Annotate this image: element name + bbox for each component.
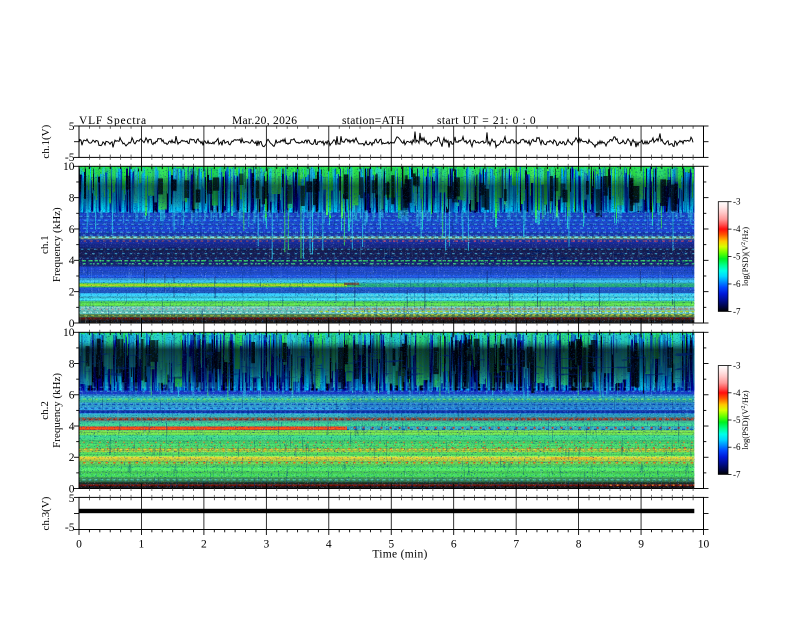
svg-text:-5: -5 xyxy=(733,252,741,262)
svg-text:10: 10 xyxy=(698,539,710,551)
svg-text:6: 6 xyxy=(69,390,75,402)
svg-text:-5: -5 xyxy=(65,152,75,164)
svg-text:Frequency (kHz): Frequency (kHz) xyxy=(51,207,63,282)
svg-text:-6: -6 xyxy=(733,442,741,452)
svg-text:-5: -5 xyxy=(733,415,741,425)
svg-text:8: 8 xyxy=(69,192,75,204)
svg-text:2: 2 xyxy=(69,287,75,299)
svg-text:-7: -7 xyxy=(733,306,741,316)
svg-text:ch.2: ch.2 xyxy=(39,401,51,420)
svg-text:8: 8 xyxy=(69,358,75,370)
svg-text:VLF Spectra: VLF Spectra xyxy=(79,115,147,127)
svg-text:5: 5 xyxy=(388,539,394,551)
svg-text:log(PSD)(V2/Hz): log(PSD)(V2/Hz) xyxy=(740,227,750,286)
svg-text:ch.1(V): ch.1(V) xyxy=(40,124,52,158)
svg-text:2: 2 xyxy=(69,452,75,464)
svg-text:-4: -4 xyxy=(733,388,741,398)
svg-text:0: 0 xyxy=(76,539,82,551)
svg-text:4: 4 xyxy=(69,421,75,433)
svg-text:log(PSD)(V2/Hz): log(PSD)(V2/Hz) xyxy=(740,390,750,449)
svg-text:-7: -7 xyxy=(733,469,741,479)
svg-text:1: 1 xyxy=(139,539,145,551)
svg-text:ch.1: ch.1 xyxy=(39,235,51,254)
svg-text:5: 5 xyxy=(69,121,75,133)
svg-text:-4: -4 xyxy=(733,224,741,234)
svg-text:2: 2 xyxy=(201,539,207,551)
svg-text:Mar.20, 2026: Mar.20, 2026 xyxy=(232,115,297,127)
svg-text:-3: -3 xyxy=(733,197,741,207)
svg-text:station=ATH: station=ATH xyxy=(342,115,405,127)
svg-text:7: 7 xyxy=(513,539,519,551)
svg-text:0: 0 xyxy=(69,318,75,330)
svg-text:-5: -5 xyxy=(65,522,75,534)
svg-text:Frequency (kHz): Frequency (kHz) xyxy=(51,373,63,448)
svg-text:8: 8 xyxy=(576,539,582,551)
svg-text:0: 0 xyxy=(69,483,75,495)
svg-text:5: 5 xyxy=(69,493,75,505)
svg-text:-3: -3 xyxy=(733,361,741,371)
svg-text:-6: -6 xyxy=(733,279,741,289)
svg-text:start UT = 21: 0 : 0: start UT = 21: 0 : 0 xyxy=(437,115,536,127)
svg-text:ch.3(V): ch.3(V) xyxy=(40,496,52,530)
svg-text:10: 10 xyxy=(63,327,75,339)
svg-text:4: 4 xyxy=(326,539,332,551)
svg-text:9: 9 xyxy=(638,539,644,551)
svg-text:6: 6 xyxy=(451,539,457,551)
svg-text:6: 6 xyxy=(69,224,75,236)
svg-text:4: 4 xyxy=(69,255,75,267)
svg-text:10: 10 xyxy=(63,161,75,173)
svg-text:Time (min): Time (min) xyxy=(372,549,427,561)
svg-text:3: 3 xyxy=(264,539,270,551)
